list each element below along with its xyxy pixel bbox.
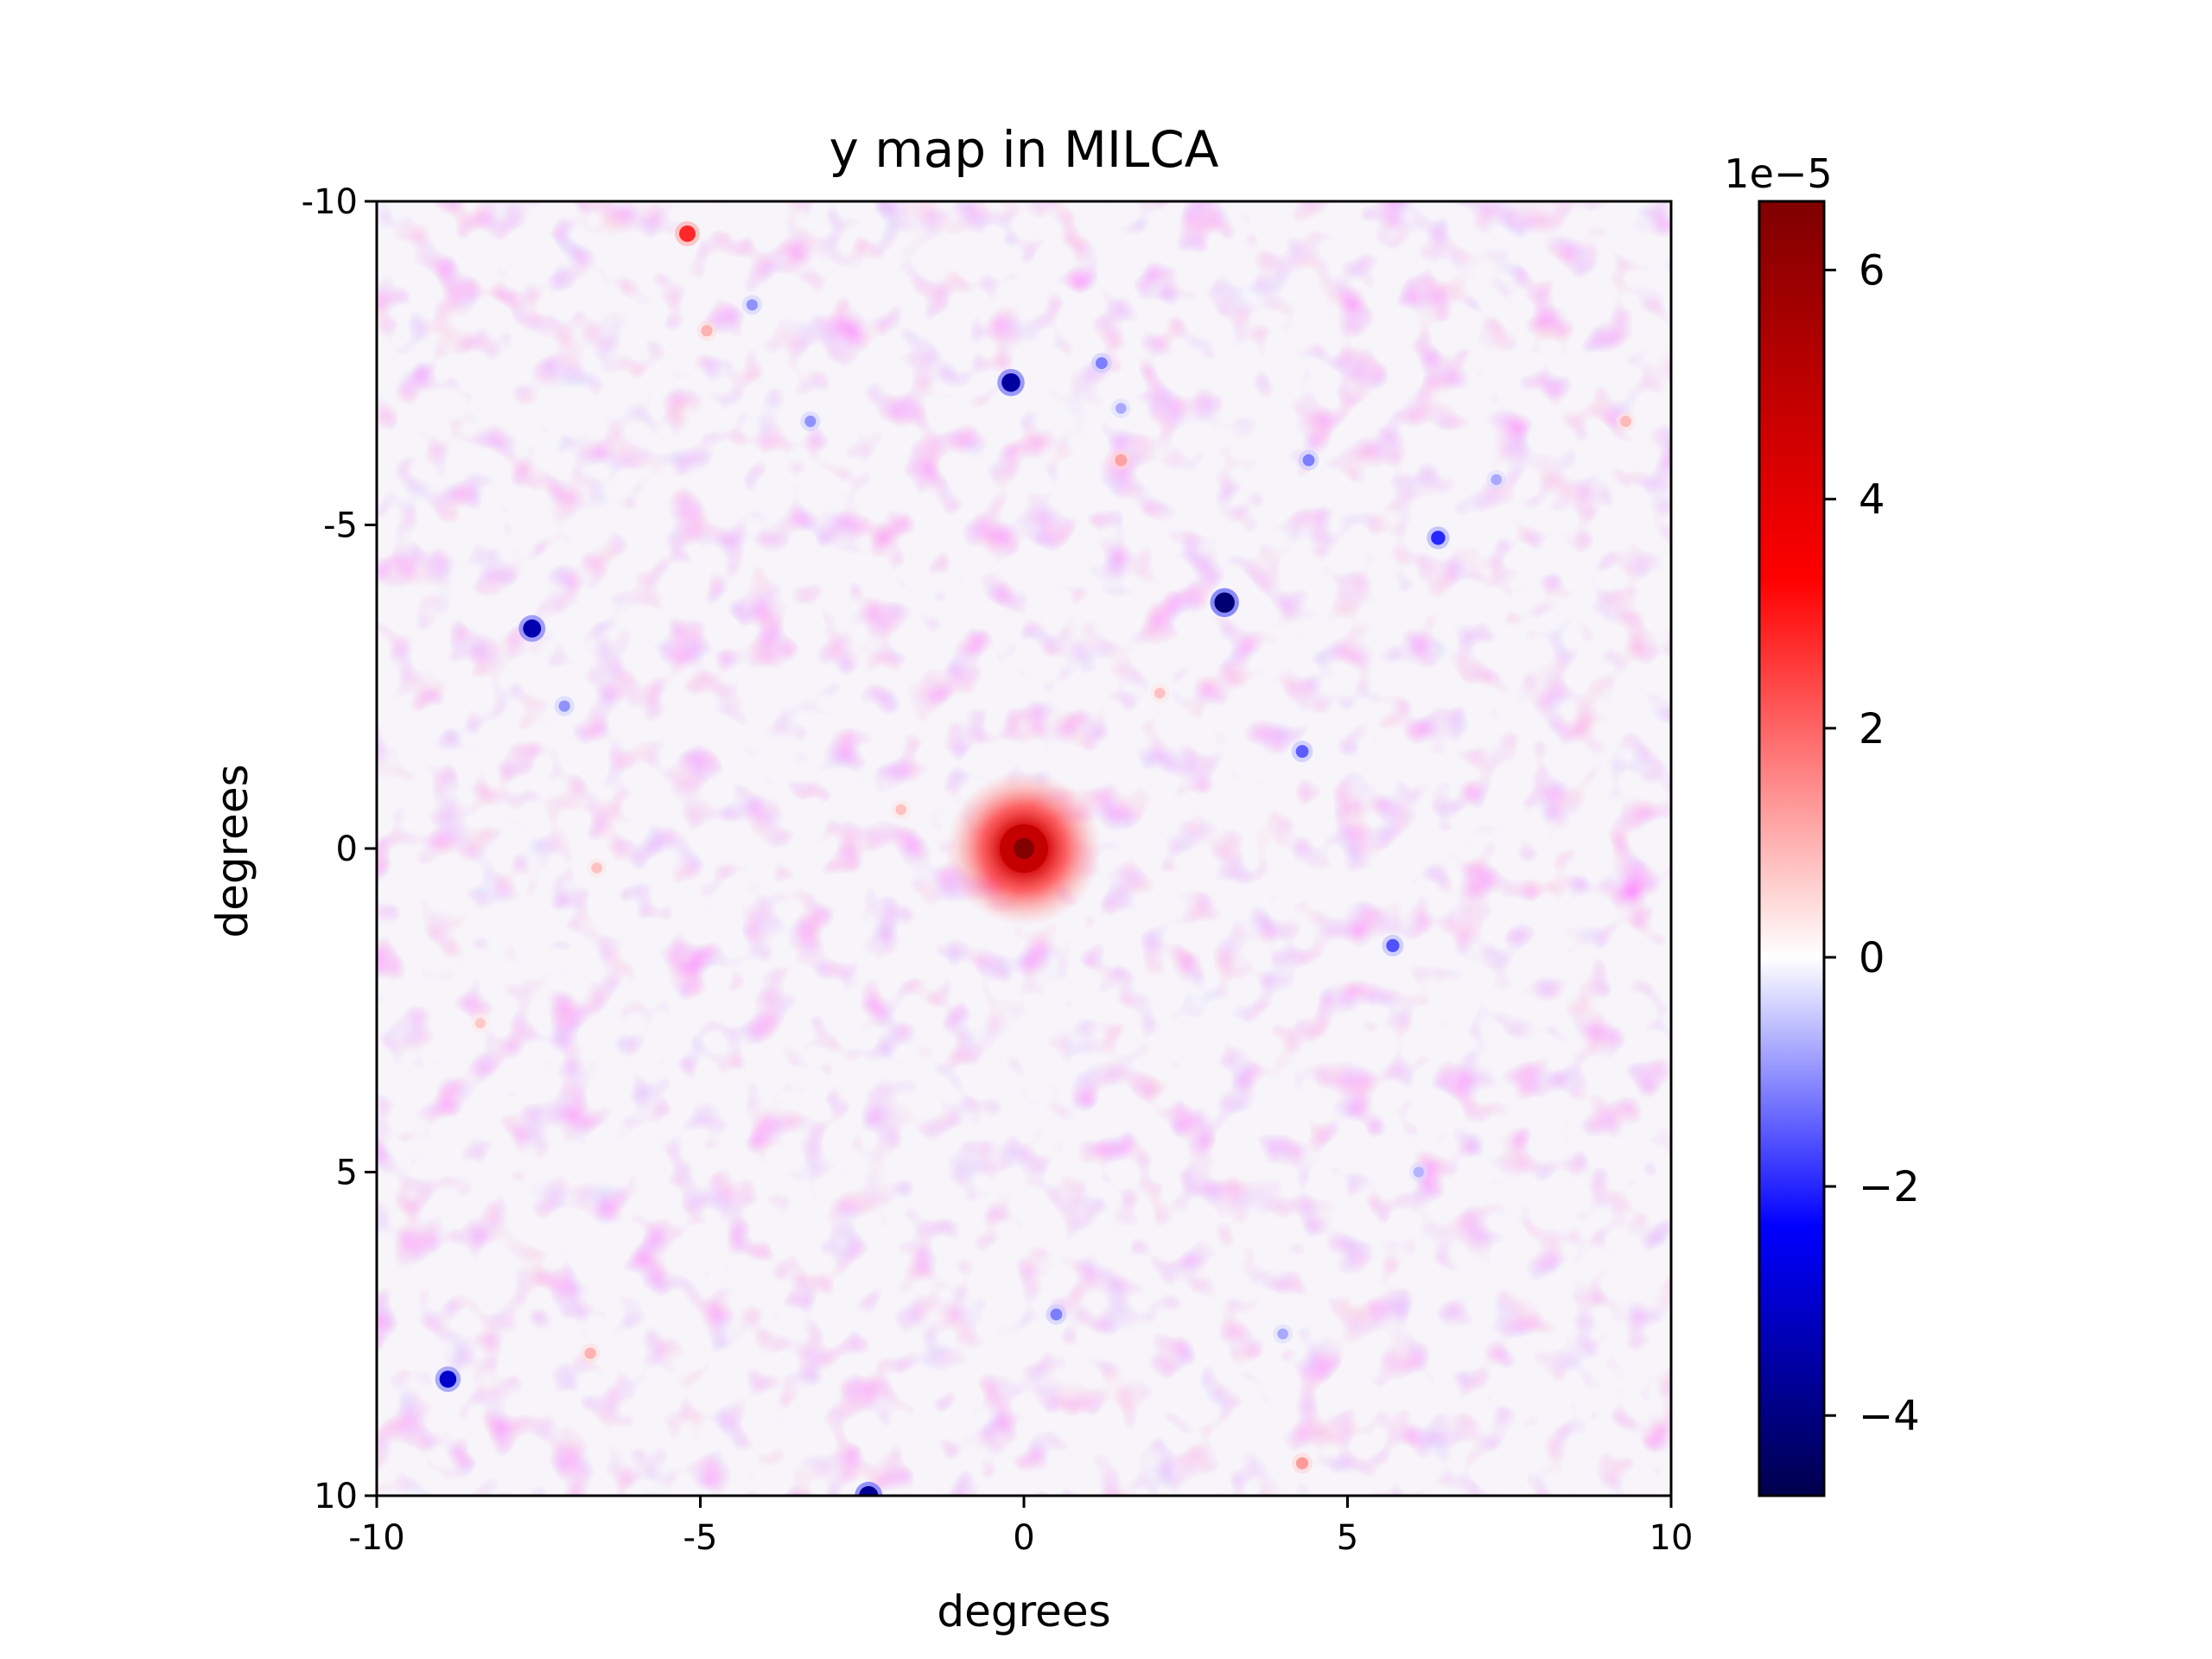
colorbar-tick-label: −4: [1859, 1392, 1920, 1440]
positive-source: [679, 225, 696, 242]
y-axis-label: degrees: [207, 764, 257, 938]
colorbar-tick-label: −2: [1859, 1163, 1920, 1211]
x-tick-label: -5: [683, 1518, 718, 1558]
colorbar-frame: [1758, 200, 1826, 1497]
negative-source: [859, 1485, 879, 1496]
colorbar: 6 4 2 0 −2 −4 1e−5: [1724, 150, 1920, 1497]
negative-source: [558, 700, 570, 712]
positive-source: [1620, 416, 1632, 428]
colorbar-ticks: 6 4 2 0 −2 −4: [1824, 247, 1920, 1440]
negative-source: [1214, 592, 1235, 613]
x-tick-label: 10: [1649, 1518, 1694, 1558]
positive-source: [895, 804, 906, 816]
negative-source: [1095, 357, 1108, 370]
y-tick-label: 10: [314, 1477, 358, 1516]
colorbar-tick-label: 4: [1859, 476, 1885, 524]
x-tick-label: -10: [348, 1518, 404, 1558]
y-tick-label: 0: [336, 830, 358, 869]
colorbar-tick-label: 2: [1859, 705, 1885, 753]
positive-source: [1154, 687, 1166, 699]
negative-source: [1413, 1166, 1425, 1178]
heatmap-area: [377, 201, 1671, 1496]
colorbar-gradient: [1759, 201, 1824, 1496]
y-tick-label: -10: [302, 182, 358, 222]
negative-source: [804, 416, 817, 428]
negative-source: [1386, 938, 1400, 952]
negative-source: [1431, 531, 1446, 545]
negative-source: [439, 1370, 457, 1388]
colorbar-tick-label: 6: [1859, 247, 1885, 296]
positive-source: [584, 1347, 596, 1359]
positive-source: [1115, 454, 1128, 467]
positive-source: [701, 325, 713, 337]
negative-source: [1116, 403, 1127, 414]
positive-source: [591, 862, 602, 874]
negative-source: [1050, 1308, 1063, 1321]
negative-source: [523, 619, 542, 638]
y-tick-label: 5: [336, 1154, 358, 1193]
x-tick-label: 5: [1337, 1518, 1358, 1558]
negative-source: [1491, 474, 1503, 486]
negative-source: [1277, 1328, 1288, 1340]
colorbar-tick-label: 0: [1859, 934, 1885, 982]
x-axis-ticks: -10 -5 0 5 10: [348, 1496, 1693, 1558]
sources-layer: [435, 220, 1637, 1496]
positive-source: [1295, 1457, 1309, 1470]
negative-source: [1295, 745, 1309, 759]
central-cluster-peak: [1014, 838, 1034, 859]
colorbar-offset-label: 1e−5: [1724, 150, 1832, 197]
negative-source: [746, 299, 759, 311]
negative-source: [1302, 454, 1315, 467]
positive-source: [474, 1018, 486, 1029]
x-tick-label: 0: [1013, 1518, 1034, 1558]
x-axis-label: degrees: [937, 1586, 1110, 1637]
negative-source: [1001, 372, 1020, 392]
y-axis-ticks: -10 -5 0 5 10: [302, 182, 377, 1516]
chart-title: y map in MILCA: [829, 120, 1218, 179]
y-tick-label: -5: [323, 506, 358, 546]
